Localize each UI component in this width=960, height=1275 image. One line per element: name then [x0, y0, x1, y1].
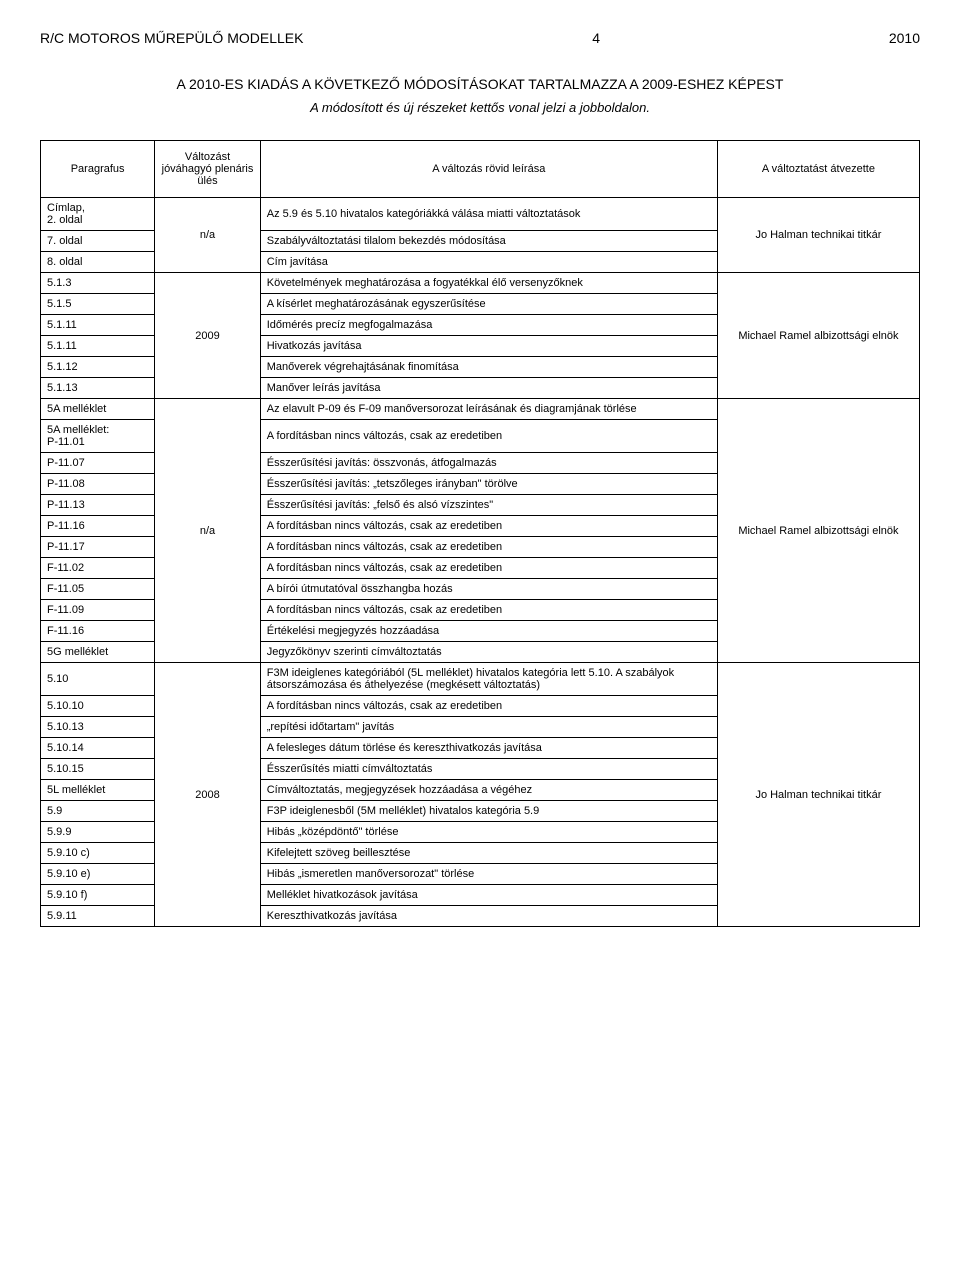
cell-para: P-11.17: [41, 537, 155, 558]
cell-approved: n/a: [155, 198, 260, 273]
table-header-row: Paragrafus Változást jóváhagyó plenáris …: [41, 141, 920, 198]
cell-desc: Értékelési megjegyzés hozzáadása: [260, 621, 717, 642]
cell-desc: Időmérés precíz megfogalmazása: [260, 315, 717, 336]
header-center: 4: [592, 30, 600, 46]
cell-desc: A fordításban nincs változás, csak az er…: [260, 558, 717, 579]
cell-approved: 2009: [155, 273, 260, 399]
cell-para: 5G melléklet: [41, 642, 155, 663]
cell-para: P-11.13: [41, 495, 155, 516]
cell-desc: Manőver leírás javítása: [260, 378, 717, 399]
cell-para: P-11.16: [41, 516, 155, 537]
cell-desc: Kifelejtett szöveg beillesztése: [260, 843, 717, 864]
cell-para: 5L melléklet: [41, 780, 155, 801]
cell-resp: Jo Halman technikai titkár: [717, 663, 919, 927]
table-row: 5.1.32009Követelmények meghatározása a f…: [41, 273, 920, 294]
cell-para: 5.9.9: [41, 822, 155, 843]
cell-desc: Hivatkozás javítása: [260, 336, 717, 357]
cell-resp: Michael Ramel albizottsági elnök: [717, 273, 919, 399]
cell-desc: A fordításban nincs változás, csak az er…: [260, 420, 717, 453]
cell-para: 5.1.11: [41, 315, 155, 336]
cell-desc: Kereszthivatkozás javítása: [260, 906, 717, 927]
cell-para: P-11.08: [41, 474, 155, 495]
cell-para: 5.9: [41, 801, 155, 822]
cell-para: 5.9.11: [41, 906, 155, 927]
col-header-approved: Változást jóváhagyó plenáris ülés: [155, 141, 260, 198]
cell-desc: A bírói útmutatóval összhangba hozás: [260, 579, 717, 600]
cell-para: 5.9.10 f): [41, 885, 155, 906]
cell-approved: 2008: [155, 663, 260, 927]
col-header-desc: A változás rövid leírása: [260, 141, 717, 198]
cell-desc: Manőverek végrehajtásának finomítása: [260, 357, 717, 378]
cell-para: 5.1.12: [41, 357, 155, 378]
cell-desc: A fordításban nincs változás, csak az er…: [260, 516, 717, 537]
cell-para: 5A melléklet: [41, 399, 155, 420]
cell-para: 5.9.10 e): [41, 864, 155, 885]
cell-para: 5.1.5: [41, 294, 155, 315]
col-header-resp: A változtatást átvezette: [717, 141, 919, 198]
cell-desc: Szabályváltoztatási tilalom bekezdés mód…: [260, 231, 717, 252]
header-right: 2010: [889, 30, 920, 46]
cell-approved: n/a: [155, 399, 260, 663]
cell-para: 5.10.13: [41, 717, 155, 738]
cell-desc: Cím javítása: [260, 252, 717, 273]
page-header: R/C MOTOROS MŰREPÜLŐ MODELLEK 4 2010: [40, 30, 920, 46]
cell-desc: Az 5.9 és 5.10 hivatalos kategóriákká vá…: [260, 198, 717, 231]
page-title: A 2010-ES KIADÁS A KÖVETKEZŐ MÓDOSÍTÁSOK…: [40, 76, 920, 92]
cell-para: Címlap, 2. oldal: [41, 198, 155, 231]
cell-desc: A kísérlet meghatározásának egyszerűsíté…: [260, 294, 717, 315]
page-subtitle: A módosított és új részeket kettős vonal…: [40, 100, 920, 115]
cell-desc: Az elavult P-09 és F-09 manőversorozat l…: [260, 399, 717, 420]
header-left: R/C MOTOROS MŰREPÜLŐ MODELLEK: [40, 30, 303, 46]
cell-desc: Követelmények meghatározása a fogyatékka…: [260, 273, 717, 294]
cell-desc: Ésszerűsítés miatti címváltoztatás: [260, 759, 717, 780]
cell-para: P-11.07: [41, 453, 155, 474]
cell-desc: F3P ideiglenesből (5M melléklet) hivatal…: [260, 801, 717, 822]
cell-para: 5.1.3: [41, 273, 155, 294]
cell-para: 8. oldal: [41, 252, 155, 273]
cell-desc: Ésszerűsítési javítás: összvonás, átfoga…: [260, 453, 717, 474]
cell-para: F-11.09: [41, 600, 155, 621]
cell-desc: A felesleges dátum törlése és kereszthiv…: [260, 738, 717, 759]
cell-desc: A fordításban nincs változás, csak az er…: [260, 537, 717, 558]
cell-desc: Melléklet hivatkozások javítása: [260, 885, 717, 906]
cell-resp: Jo Halman technikai titkár: [717, 198, 919, 273]
cell-para: F-11.02: [41, 558, 155, 579]
cell-para: 7. oldal: [41, 231, 155, 252]
cell-para: 5.9.10 c): [41, 843, 155, 864]
cell-para: 5.10: [41, 663, 155, 696]
cell-desc: A fordításban nincs változás, csak az er…: [260, 696, 717, 717]
cell-desc: F3M ideiglenes kategóriából (5L mellékle…: [260, 663, 717, 696]
cell-para: 5.1.11: [41, 336, 155, 357]
cell-desc: Ésszerűsítési javítás: „felső és alsó ví…: [260, 495, 717, 516]
cell-desc: Hibás „középdöntő" törlése: [260, 822, 717, 843]
cell-para: 5A melléklet: P-11.01: [41, 420, 155, 453]
cell-desc: Ésszerűsítési javítás: „tetszőleges irán…: [260, 474, 717, 495]
cell-desc: A fordításban nincs változás, csak az er…: [260, 600, 717, 621]
cell-desc: Hibás „ismeretlen manőversorozat" törlés…: [260, 864, 717, 885]
table-row: 5.102008F3M ideiglenes kategóriából (5L …: [41, 663, 920, 696]
cell-para: F-11.16: [41, 621, 155, 642]
cell-desc: „repítési időtartam" javítás: [260, 717, 717, 738]
cell-para: 5.10.10: [41, 696, 155, 717]
col-header-para: Paragrafus: [41, 141, 155, 198]
cell-para: F-11.05: [41, 579, 155, 600]
table-row: 5A mellékletn/aAz elavult P-09 és F-09 m…: [41, 399, 920, 420]
changes-table: Paragrafus Változást jóváhagyó plenáris …: [40, 140, 920, 927]
table-row: Címlap, 2. oldaln/aAz 5.9 és 5.10 hivata…: [41, 198, 920, 231]
cell-para: 5.10.14: [41, 738, 155, 759]
cell-para: 5.1.13: [41, 378, 155, 399]
cell-para: 5.10.15: [41, 759, 155, 780]
cell-resp: Michael Ramel albizottsági elnök: [717, 399, 919, 663]
cell-desc: Címváltoztatás, megjegyzések hozzáadása …: [260, 780, 717, 801]
cell-desc: Jegyzőkönyv szerinti címváltoztatás: [260, 642, 717, 663]
